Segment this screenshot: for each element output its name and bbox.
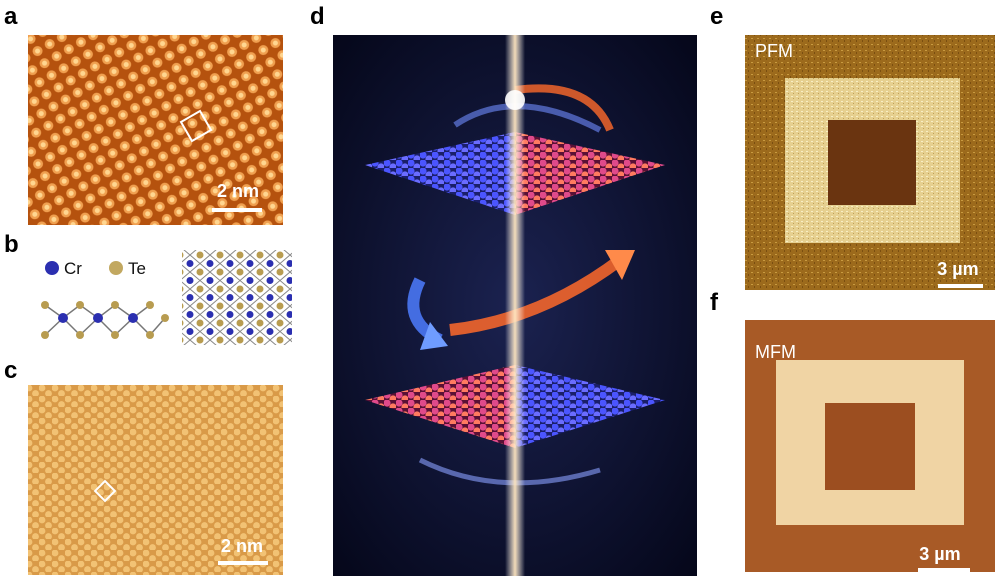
panel-title: MFM bbox=[755, 342, 796, 362]
panel-label: e bbox=[710, 3, 723, 30]
scale-bar-label: 2 nm bbox=[217, 181, 259, 201]
pfm-center bbox=[828, 120, 916, 205]
top-view-lattice bbox=[182, 250, 292, 345]
stm-image bbox=[28, 385, 283, 575]
scale-bar bbox=[918, 568, 970, 572]
panel-label: a bbox=[4, 3, 18, 30]
unit-cell bbox=[93, 479, 117, 503]
panel-label: c bbox=[4, 357, 17, 384]
panel-label: b bbox=[4, 231, 19, 258]
stm-image bbox=[28, 35, 283, 225]
legend-marker bbox=[45, 261, 59, 275]
scale-bar-label: 3 µm bbox=[937, 259, 978, 279]
panel-label: f bbox=[710, 289, 719, 316]
mfm-center bbox=[825, 403, 915, 490]
unit-cell bbox=[179, 109, 213, 143]
scale-bar bbox=[218, 561, 268, 565]
legend-marker bbox=[109, 261, 123, 275]
scale-bar-label: 2 nm bbox=[221, 536, 263, 556]
scale-bar bbox=[212, 208, 262, 212]
panel-label: d bbox=[310, 3, 325, 30]
panel-title: PFM bbox=[755, 41, 793, 61]
artwork bbox=[333, 35, 697, 576]
legend-label: Cr bbox=[64, 259, 82, 278]
side-view-lattice bbox=[41, 301, 169, 339]
scale-bar-label: 3 µm bbox=[919, 544, 960, 564]
legend-label: Te bbox=[128, 259, 146, 278]
scale-bar bbox=[938, 284, 983, 288]
